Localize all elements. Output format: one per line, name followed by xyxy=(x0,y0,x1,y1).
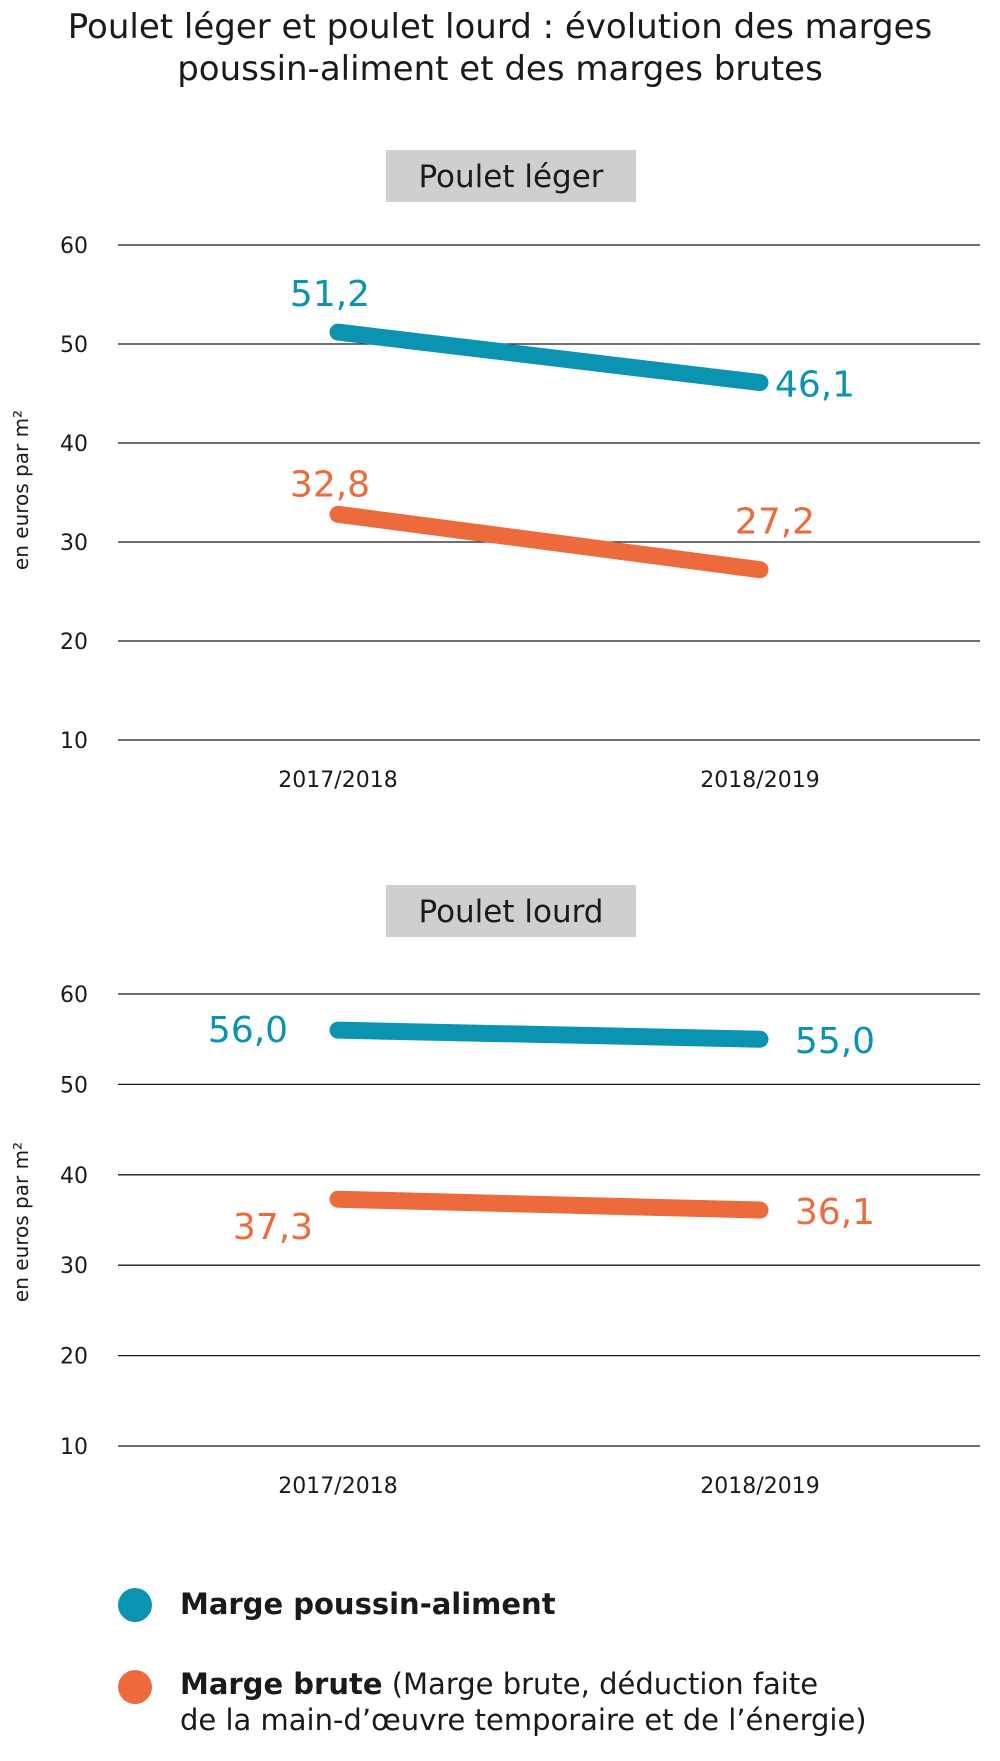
series-line xyxy=(329,323,769,392)
y-tick-label: 10 xyxy=(60,1435,88,1460)
panel-title-background xyxy=(386,885,636,937)
y-tick-label: 60 xyxy=(60,983,88,1008)
y-tick-label: 30 xyxy=(60,1254,88,1279)
legend-item-poussin-aliment: Marge poussin-aliment xyxy=(118,1586,978,1626)
data-label: 51,2 xyxy=(290,274,370,315)
panel-title: Poulet lourd xyxy=(418,894,603,930)
legend-note-line1: (Marge brute, déduction faite xyxy=(382,1667,819,1701)
legend-swatch-poussin-aliment xyxy=(118,1588,152,1622)
y-tick-label: 40 xyxy=(60,1164,88,1189)
legend-label-marge-brute: Marge brute xyxy=(180,1667,383,1701)
y-tick-label: 60 xyxy=(60,234,88,259)
y-axis-label: en euros par m² xyxy=(9,1142,33,1302)
series-line xyxy=(329,505,769,579)
x-tick-label: 2017/2018 xyxy=(278,768,397,793)
y-tick-label: 30 xyxy=(60,531,88,556)
legend-item-marge-brute: Marge brute (Marge brute, déduction fait… xyxy=(118,1666,978,1746)
legend-swatch-marge-brute xyxy=(118,1670,152,1704)
y-tick-label: 10 xyxy=(60,729,88,754)
y-tick-label: 50 xyxy=(60,1073,88,1098)
data-label: 46,1 xyxy=(775,365,855,406)
y-axis-label: en euros par m² xyxy=(9,410,33,570)
legend: Marge poussin-aliment Marge brute (Marge… xyxy=(118,1586,978,1756)
legend-text-marge-brute: Marge brute (Marge brute, déduction fait… xyxy=(180,1666,980,1738)
data-label: 27,2 xyxy=(735,502,815,543)
legend-label-poussin-aliment: Marge poussin-aliment xyxy=(180,1587,556,1621)
y-tick-label: 40 xyxy=(60,432,88,457)
data-label: 56,0 xyxy=(208,1010,288,1051)
data-label: 37,3 xyxy=(233,1207,313,1248)
x-tick-label: 2018/2019 xyxy=(700,1474,819,1499)
data-label: 36,1 xyxy=(795,1192,875,1233)
series-line xyxy=(329,1190,769,1219)
chart-title: Poulet léger et poulet lourd : évolution… xyxy=(67,7,933,89)
panel-title-background xyxy=(386,150,636,202)
y-tick-label: 20 xyxy=(60,630,88,655)
y-tick-label: 50 xyxy=(60,333,88,358)
y-tick-label: 20 xyxy=(60,1345,88,1370)
chart-panel-1: Poulet léger 10 20 30 40 50 60 en euros par m² 2… xyxy=(9,150,980,793)
x-tick-label: 2017/2018 xyxy=(278,1474,397,1499)
series-line xyxy=(329,1021,769,1048)
chart-panel-2: Poulet lourd 10 20 30 40 50 60 en euros par m² 2… xyxy=(9,885,980,1499)
data-label: 55,0 xyxy=(795,1021,875,1062)
panel-title: Poulet léger xyxy=(418,159,603,195)
legend-note-line2: de la main-d’œuvre temporaire et de l’én… xyxy=(180,1703,867,1737)
data-label: 32,8 xyxy=(290,464,370,505)
x-tick-label: 2018/2019 xyxy=(700,768,819,793)
